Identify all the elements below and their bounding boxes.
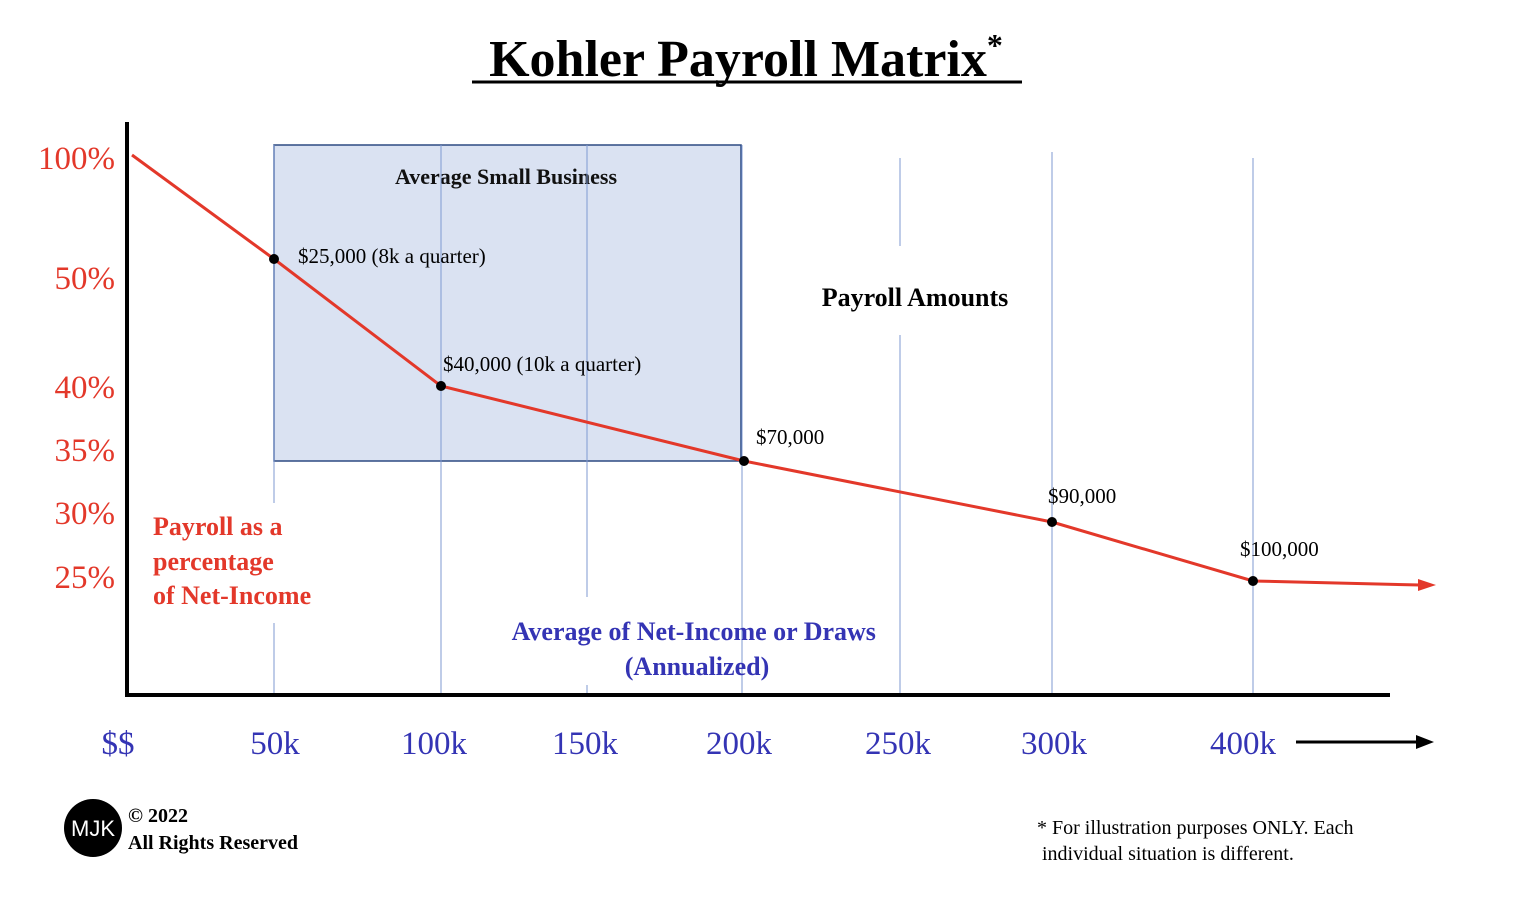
rights-reserved: All Rights Reserved — [128, 832, 298, 854]
data-label: $25,000 (8k a quarter) — [298, 244, 486, 268]
region-label: Average Small Business — [395, 164, 617, 189]
copyright-year: © 2022 — [128, 805, 188, 827]
data-point — [436, 381, 446, 391]
y-tick-labels: 100% 50% 40% 35% 30% 25% — [38, 141, 115, 596]
data-point — [269, 254, 279, 264]
data-label: $90,000 — [1048, 484, 1116, 508]
data-label: $70,000 — [756, 425, 824, 449]
logo-text: MJK — [71, 816, 115, 841]
mjk-logo: MJK — [64, 799, 122, 857]
x-tick-label: 50k — [250, 726, 300, 762]
chart-title: Kohler Payroll Matrix* — [489, 27, 1003, 88]
disclaimer-line-1: * For illustration purposes ONLY. Each — [1037, 817, 1353, 839]
disclaimer-line-2: individual situation is different. — [1037, 843, 1294, 865]
x-tick-label: 400k — [1210, 726, 1277, 762]
data-point — [739, 456, 749, 466]
data-point — [1047, 517, 1057, 527]
data-points: $25,000 (8k a quarter) $40,000 (10k a qua… — [269, 244, 1319, 586]
x-axis-label: Average of Net-Income or Draws (Annualiz… — [512, 617, 883, 681]
x-tick-label: 250k — [865, 726, 932, 762]
data-label: $40,000 (10k a quarter) — [443, 352, 641, 376]
y-tick-label: 25% — [55, 560, 116, 596]
title-asterisk: * — [987, 27, 1003, 63]
x-label-line-1: Average of Net-Income or Draws — [512, 617, 876, 646]
small-business-region — [273, 144, 742, 462]
y-tick-label: 35% — [55, 433, 116, 469]
grid-lines — [273, 145, 1254, 695]
y-tick-label: 100% — [38, 141, 115, 177]
data-label: $100,000 — [1240, 537, 1319, 561]
payroll-amounts-label: Payroll Amounts — [822, 283, 1009, 312]
x-label-line-2: (Annualized) — [625, 652, 769, 681]
x-tick-label: 300k — [1021, 726, 1088, 762]
y-axis-label: Payroll as a percentage of Net-Income — [153, 512, 311, 610]
y-label-line-1: Payroll as a — [153, 512, 283, 541]
y-label-line-2: percentage — [153, 547, 274, 576]
x-tick-label: $$ — [102, 726, 135, 762]
copyright-text: © 2022 All Rights Reserved — [128, 805, 298, 854]
y-tick-label: 30% — [55, 496, 116, 532]
disclaimer: * For illustration purposes ONLY. Each i… — [1037, 817, 1353, 865]
y-tick-label: 40% — [55, 370, 116, 406]
y-tick-label: 50% — [55, 261, 116, 297]
x-axis-arrow — [1296, 735, 1434, 749]
x-tick-label: 150k — [552, 726, 619, 762]
x-tick-labels: $$ 50k 100k 150k 200k 250k 300k 400k — [102, 726, 1277, 762]
y-label-line-3: of Net-Income — [153, 581, 311, 610]
x-tick-label: 100k — [401, 726, 468, 762]
line-arrowhead — [1418, 579, 1436, 591]
x-tick-label: 200k — [706, 726, 773, 762]
data-point — [1248, 576, 1258, 586]
